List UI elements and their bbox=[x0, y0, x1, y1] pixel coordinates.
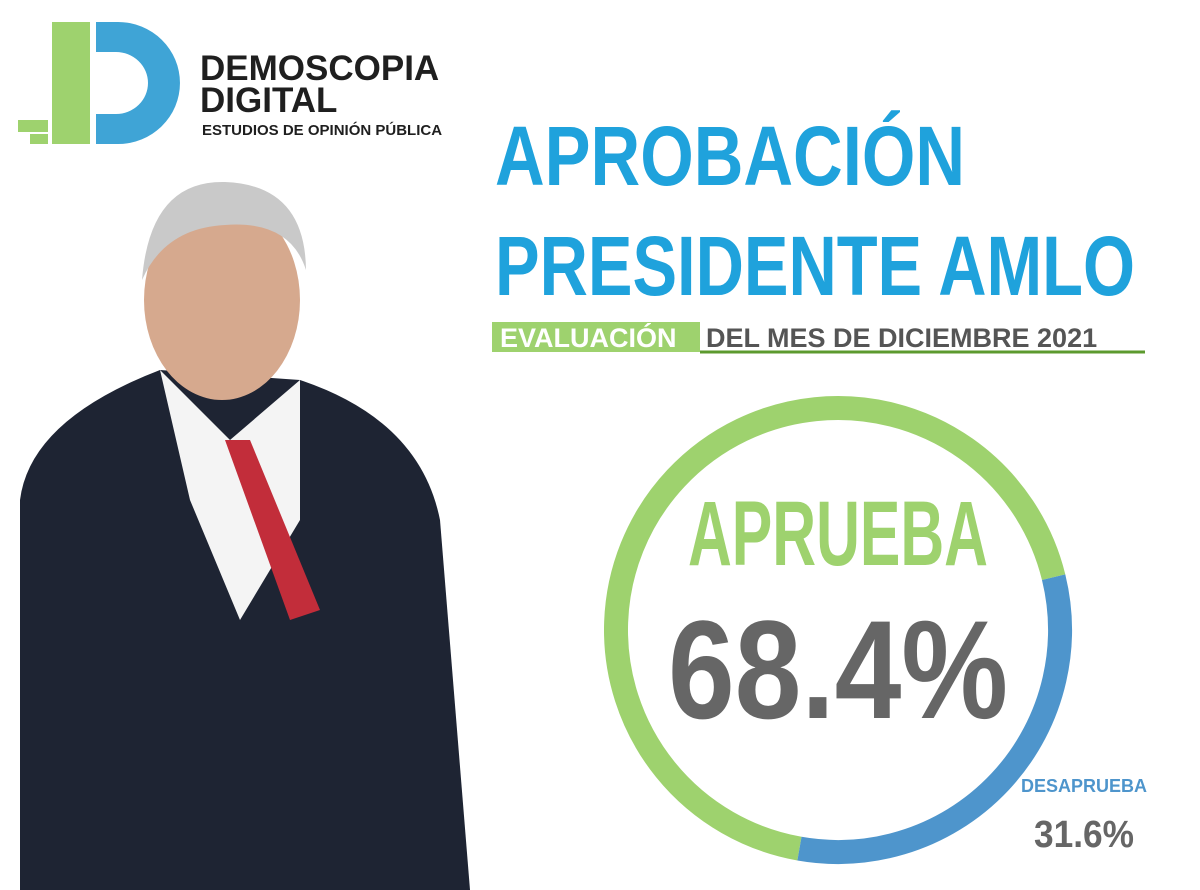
brand-name: DEMOSCOPIA bbox=[200, 49, 439, 88]
suit bbox=[20, 370, 470, 890]
category-label: DESAPRUEBA bbox=[1021, 776, 1147, 796]
donut-segment bbox=[797, 574, 1072, 864]
donut bbox=[604, 396, 1072, 864]
subtitle: DEL MES DE DICIEMBRE 2021 bbox=[706, 323, 1097, 353]
brand-name: DIGITAL bbox=[200, 81, 337, 120]
shirt bbox=[160, 370, 300, 620]
title: APROBACIÓN bbox=[495, 109, 965, 203]
brand-tagline: ESTUDIOS DE OPINIÓN PÚBLICA bbox=[202, 121, 442, 139]
value-label: 68.4% bbox=[668, 591, 1008, 748]
logo-bar bbox=[52, 22, 90, 144]
tie bbox=[225, 440, 320, 620]
subtitle-highlight-bg bbox=[492, 322, 700, 352]
logo-brick bbox=[30, 134, 48, 144]
donut-segment bbox=[604, 396, 1066, 861]
subtitle-highlight: EVALUACIÓN bbox=[500, 322, 677, 353]
category-label: APRUEBA bbox=[688, 483, 988, 585]
photo bbox=[20, 181, 470, 890]
logo-d bbox=[96, 22, 180, 144]
hair bbox=[142, 181, 306, 280]
value-label: 31.6% bbox=[1034, 814, 1134, 856]
title: PRESIDENTE AMLO bbox=[495, 219, 1135, 313]
logo-brick bbox=[18, 120, 48, 132]
logo bbox=[18, 22, 180, 144]
face bbox=[144, 200, 300, 400]
